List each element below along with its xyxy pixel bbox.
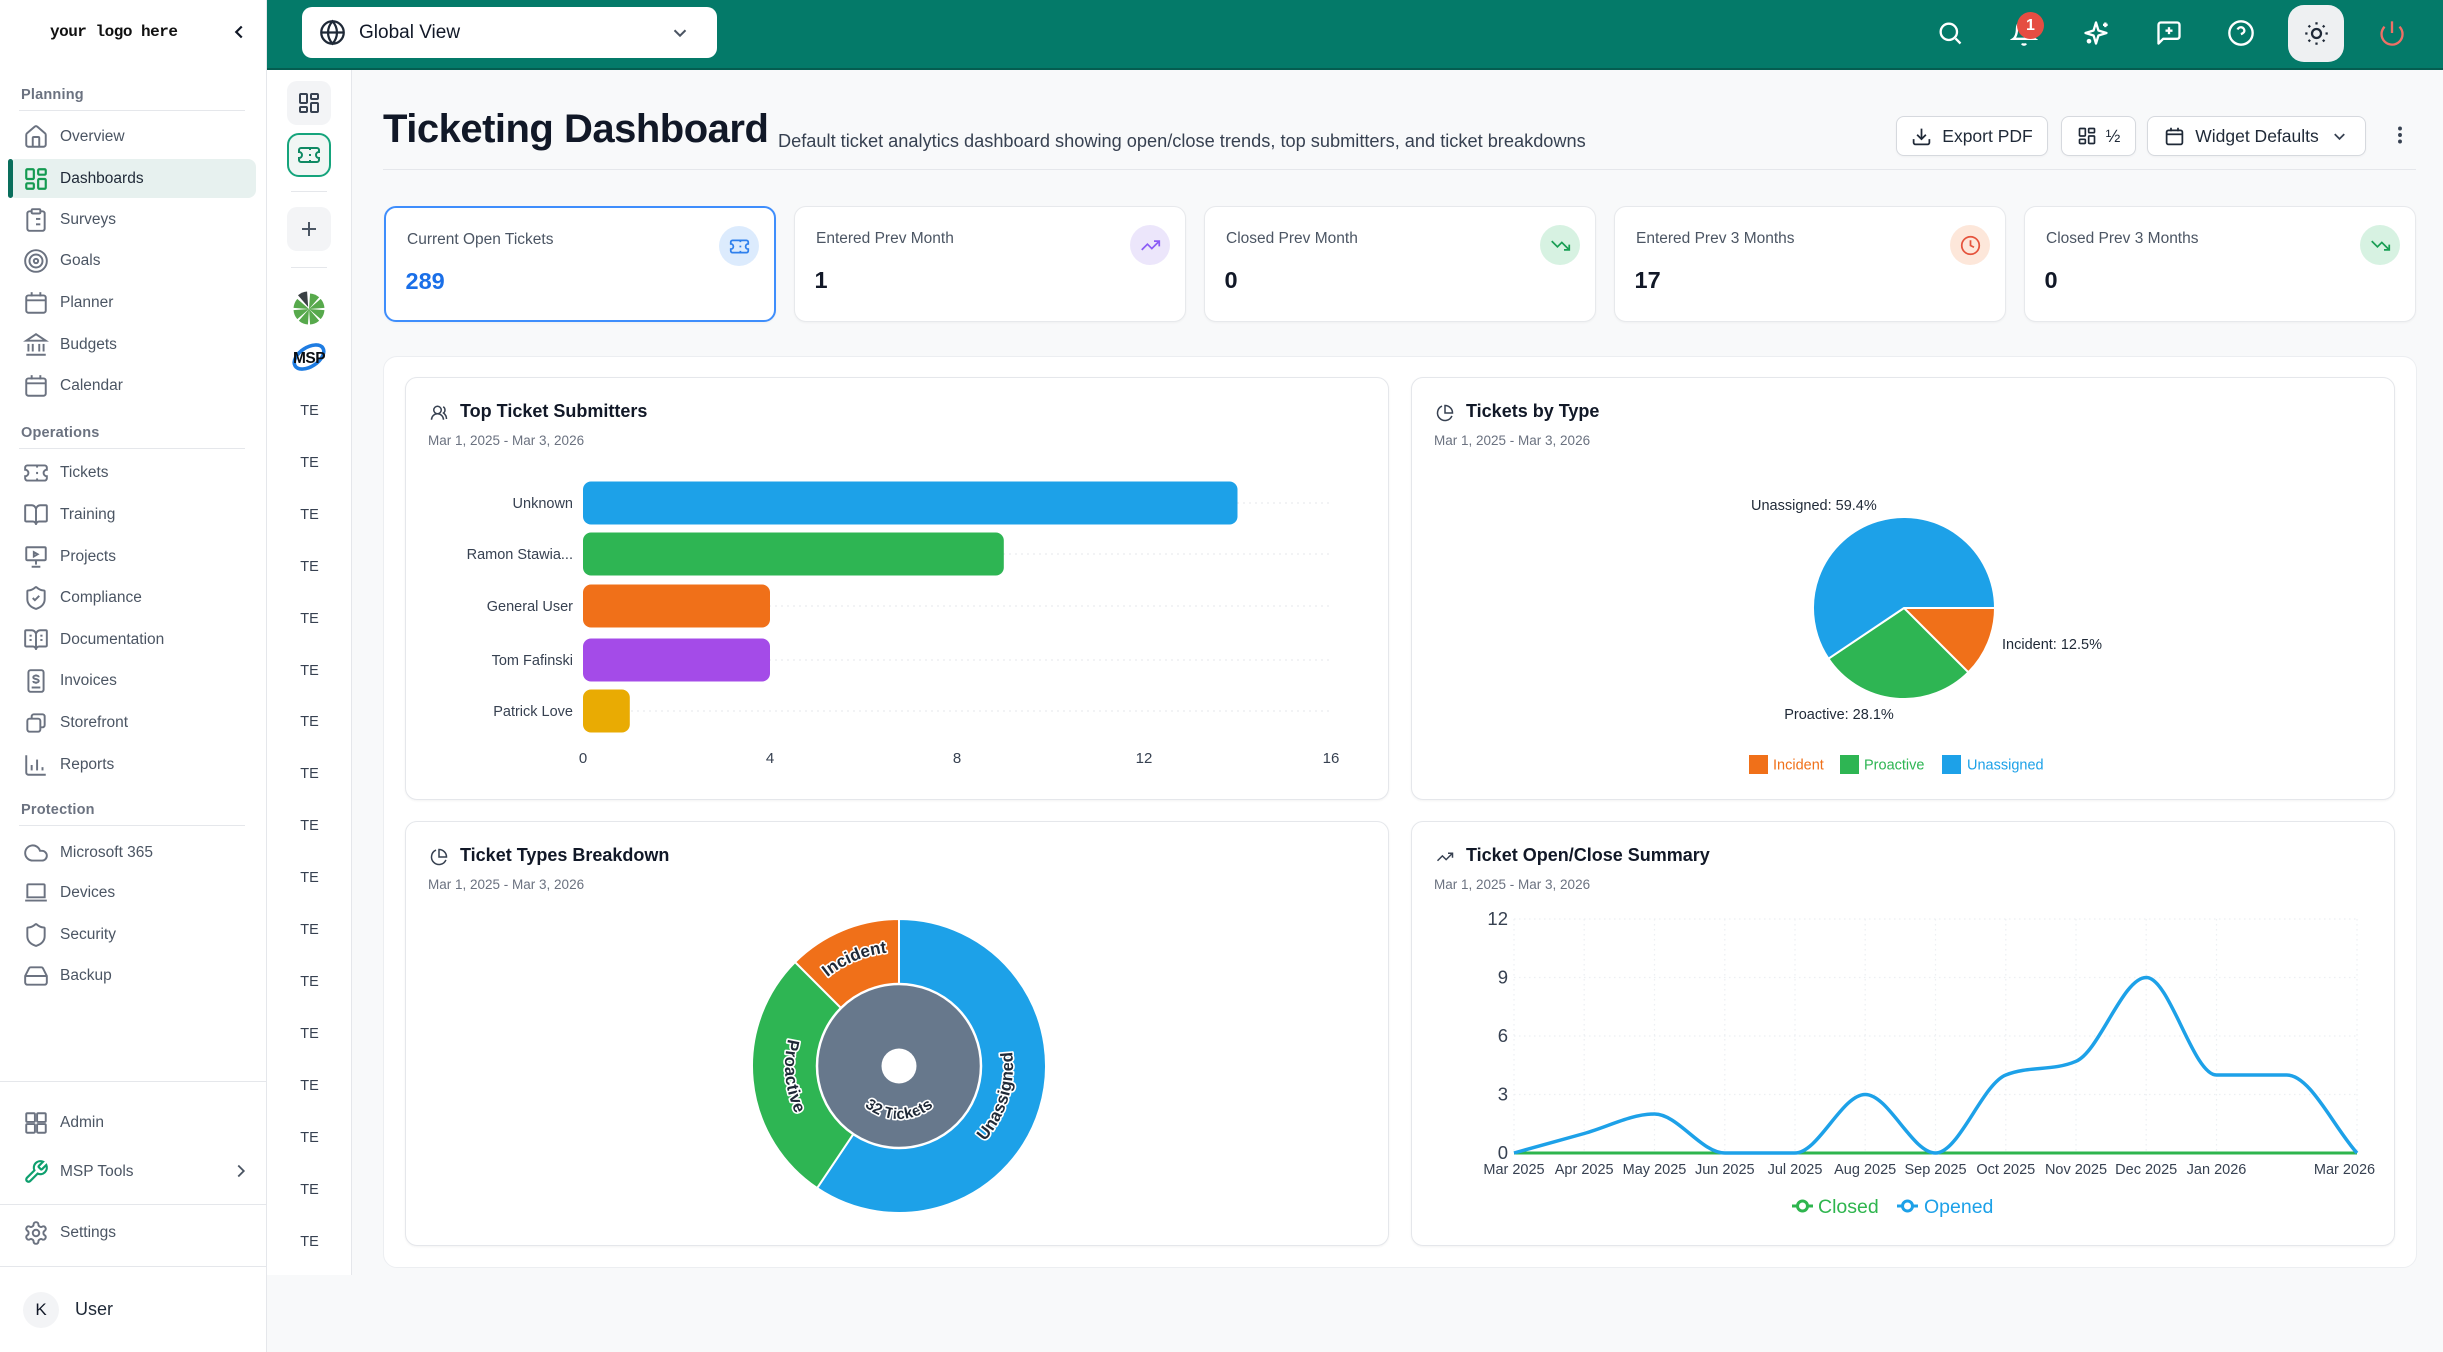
svg-text:Patrick Love: Patrick Love xyxy=(493,704,573,720)
svg-text:MSP: MSP xyxy=(293,350,325,367)
svg-text:4: 4 xyxy=(766,750,774,767)
svg-text:Unassigned: 59.4%: Unassigned: 59.4% xyxy=(1751,498,1877,514)
svg-text:Unassigned: Unassigned xyxy=(1967,758,2044,774)
svg-text:May 2025: May 2025 xyxy=(1623,1162,1687,1178)
svg-text:Ramon Stawia...: Ramon Stawia... xyxy=(467,547,573,563)
svg-text:Proactive: 28.1%: Proactive: 28.1% xyxy=(1784,707,1894,723)
svg-text:9: 9 xyxy=(1498,967,1508,988)
svg-text:Opened: Opened xyxy=(1924,1196,1993,1218)
svg-text:Closed: Closed xyxy=(1818,1196,1879,1218)
svg-text:6: 6 xyxy=(1498,1025,1508,1046)
svg-text:Apr 2025: Apr 2025 xyxy=(1555,1162,1614,1178)
svg-text:Dec 2025: Dec 2025 xyxy=(2115,1162,2177,1178)
svg-text:Jul 2025: Jul 2025 xyxy=(1768,1162,1823,1178)
svg-text:Aug 2025: Aug 2025 xyxy=(1834,1162,1896,1178)
svg-text:12: 12 xyxy=(1136,750,1153,767)
svg-text:Mar 2026: Mar 2026 xyxy=(2314,1162,2375,1178)
svg-text:Oct 2025: Oct 2025 xyxy=(1976,1162,2035,1178)
svg-text:Tom Fafinski: Tom Fafinski xyxy=(492,653,573,669)
svg-text:Mar 2025: Mar 2025 xyxy=(1483,1162,1544,1178)
svg-text:Unknown: Unknown xyxy=(513,496,573,512)
svg-text:0: 0 xyxy=(579,750,587,767)
svg-text:Proactive: Proactive xyxy=(1864,758,1924,774)
svg-text:0: 0 xyxy=(1498,1142,1508,1163)
svg-text:Incident: Incident xyxy=(1773,758,1824,774)
svg-text:16: 16 xyxy=(1323,750,1340,767)
svg-text:3: 3 xyxy=(1498,1084,1508,1105)
svg-text:12: 12 xyxy=(1487,908,1508,929)
svg-text:Incident: 12.5%: Incident: 12.5% xyxy=(2002,637,2102,653)
svg-text:Jun 2025: Jun 2025 xyxy=(1695,1162,1755,1178)
svg-text:General User: General User xyxy=(487,599,573,615)
svg-text:Jan 2026: Jan 2026 xyxy=(2187,1162,2247,1178)
svg-text:Sep 2025: Sep 2025 xyxy=(1904,1162,1966,1178)
svg-text:8: 8 xyxy=(953,750,961,767)
svg-text:Nov 2025: Nov 2025 xyxy=(2045,1162,2107,1178)
